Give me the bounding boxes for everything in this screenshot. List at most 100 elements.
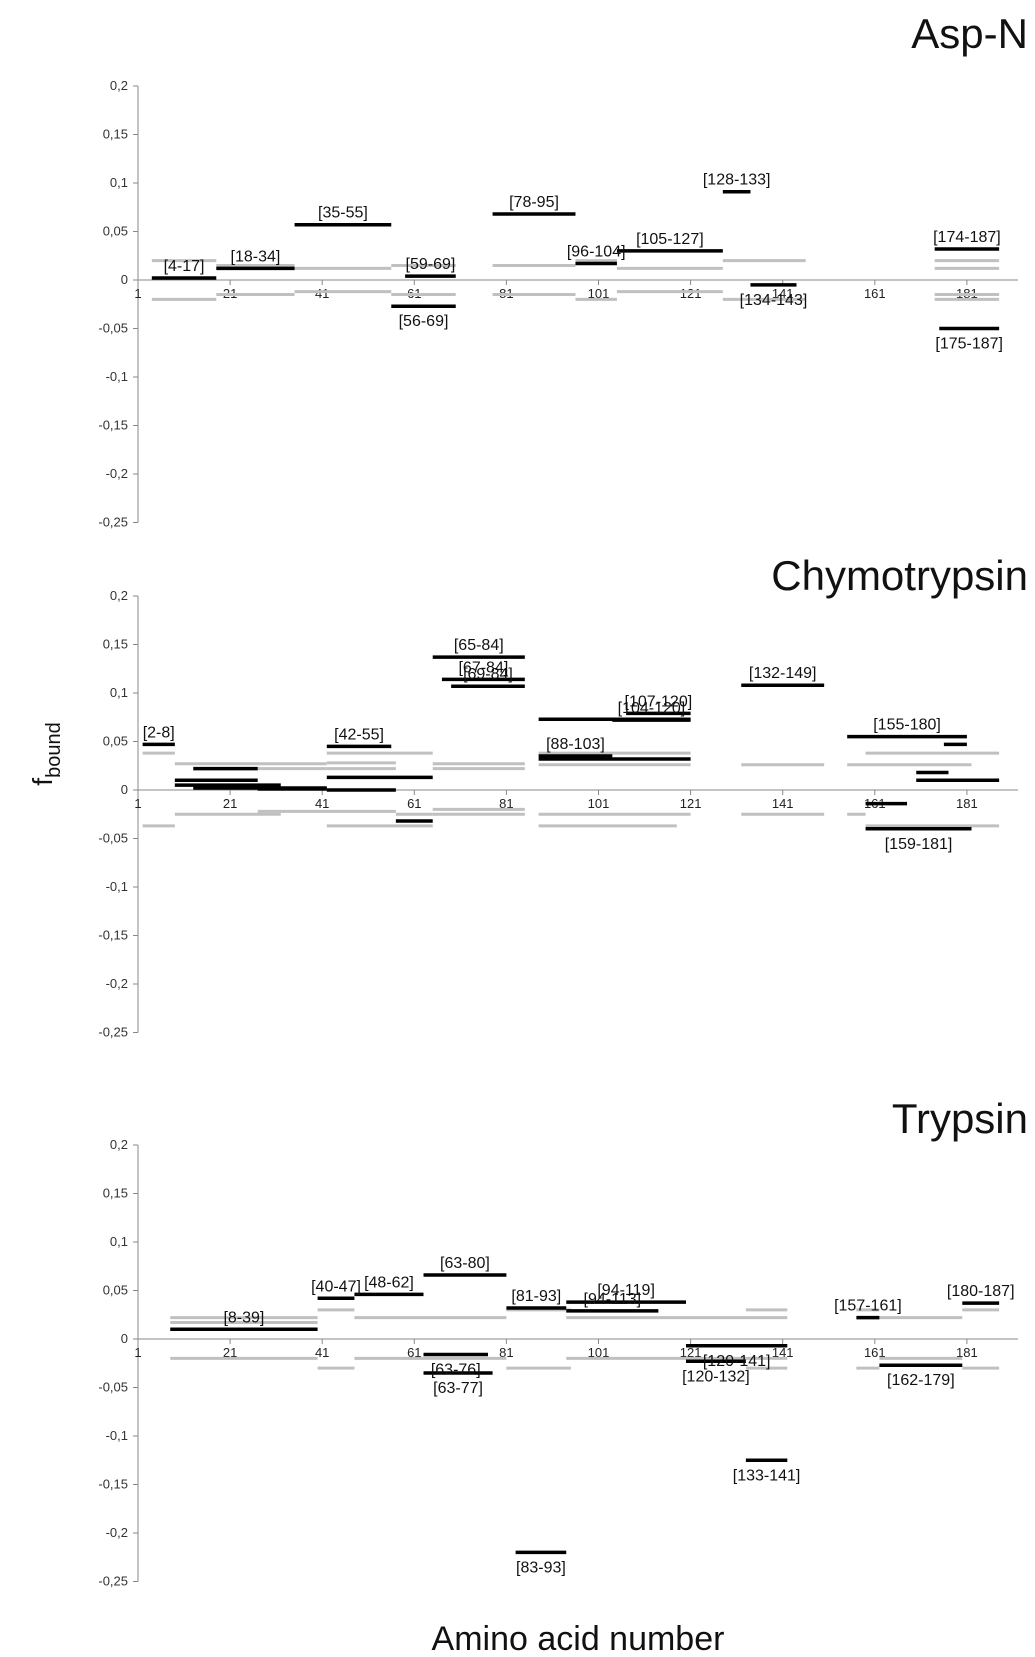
y-tick-label: -0,1 bbox=[106, 369, 128, 384]
y-tick-label: 0,05 bbox=[103, 224, 128, 239]
x-tick-label: 1 bbox=[134, 286, 141, 301]
peptide-label: [120-132] bbox=[682, 1368, 750, 1385]
x-tick-label: 161 bbox=[864, 1345, 886, 1360]
x-tick-label: 141 bbox=[772, 1345, 794, 1360]
x-tick-label: 21 bbox=[223, 1345, 237, 1360]
x-tick-label: 181 bbox=[956, 796, 978, 811]
y-tick-label: 0,05 bbox=[103, 1283, 128, 1298]
x-tick-label: 121 bbox=[680, 286, 702, 301]
panel-title: Chymotrypsin bbox=[771, 552, 1028, 599]
x-tick-label: 141 bbox=[772, 286, 794, 301]
x-tick-label: 41 bbox=[315, 286, 329, 301]
y-axis-label-subscript: bound bbox=[43, 722, 65, 778]
peptide-label: [63-77] bbox=[433, 1380, 483, 1397]
y-tick-label: -0,25 bbox=[98, 1025, 128, 1040]
x-tick-label: 101 bbox=[588, 796, 610, 811]
x-tick-label: 41 bbox=[315, 1345, 329, 1360]
peptide-label: [155-180] bbox=[873, 717, 941, 734]
peptide-label: [105-127] bbox=[636, 231, 704, 248]
y-axis-label: fbound bbox=[27, 722, 65, 785]
y-tick-label: -0,2 bbox=[106, 976, 128, 991]
y-tick-label: 0 bbox=[121, 272, 128, 287]
y-tick-label: 0,05 bbox=[103, 734, 128, 749]
peptide-label: [2-8] bbox=[143, 724, 175, 741]
peptide-label: [157-161] bbox=[834, 1298, 902, 1315]
peptide-label: [63-76] bbox=[431, 1362, 481, 1379]
y-tick-label: 0,1 bbox=[110, 1234, 128, 1249]
panel-trypsin: Trypsin 0,2 0,15 0,1 0,05 0 -0,05 -0,1 -0,15 -0,… bbox=[98, 1095, 1028, 1589]
y-tick-label: -0,25 bbox=[98, 1574, 128, 1589]
peptide-label: [48-62] bbox=[364, 1274, 414, 1291]
x-tick-label: 181 bbox=[956, 1345, 978, 1360]
peptide-label: [69-84] bbox=[463, 666, 513, 683]
peptide-label: [175-187] bbox=[935, 336, 1003, 353]
panel-title: Asp-N bbox=[911, 10, 1028, 57]
peptide-label: [94-113] bbox=[584, 1291, 642, 1308]
x-tick-label: 121 bbox=[680, 796, 702, 811]
y-tick-label: 0,1 bbox=[110, 175, 128, 190]
x-tick-label: 141 bbox=[772, 796, 794, 811]
y-tick-label: 0,15 bbox=[103, 637, 128, 652]
x-tick-label: 61 bbox=[407, 796, 421, 811]
peptide-label: [174-187] bbox=[933, 229, 1001, 246]
peptide-label: [67-84] bbox=[458, 659, 508, 676]
x-tick-label: 101 bbox=[588, 286, 610, 301]
y-tick-label: -0,1 bbox=[106, 879, 128, 894]
y-tick-label: -0,15 bbox=[98, 1477, 128, 1492]
peptide-label: [162-179] bbox=[887, 1372, 955, 1389]
y-tick-label: -0,05 bbox=[98, 831, 128, 846]
peptide-label: [134-143] bbox=[740, 292, 808, 309]
x-tick-label: 41 bbox=[315, 796, 329, 811]
peptide-label: [65-84] bbox=[454, 637, 504, 654]
peptide-label: [180-187] bbox=[947, 1283, 1015, 1300]
peptide-label: [94-119] bbox=[597, 1282, 655, 1299]
y-tick-label: 0,2 bbox=[110, 78, 128, 93]
x-tick-label: 21 bbox=[223, 796, 237, 811]
peptide-label: [42-55] bbox=[334, 726, 384, 743]
peptide-label: [128-133] bbox=[703, 172, 771, 189]
y-axis-label-main: f bbox=[27, 778, 58, 786]
y-tick-label: -0,25 bbox=[98, 515, 128, 530]
y-tick-label: 0,15 bbox=[103, 127, 128, 142]
x-tick-label: 1 bbox=[134, 1345, 141, 1360]
peptide-label: [120-141] bbox=[703, 1353, 771, 1370]
x-tick-label: 121 bbox=[680, 1345, 702, 1360]
peptide-label: [35-55] bbox=[318, 205, 368, 222]
peptide-label: [107-120] bbox=[625, 693, 693, 710]
panel-asp-n: Asp-N 0,2 0,15 0,1 0,05 0 -0,05 -0,1 -0,15 -0,2 -… bbox=[98, 10, 1028, 530]
y-tick-label: 0,15 bbox=[103, 1186, 128, 1201]
peptide-label: [159-181] bbox=[885, 836, 953, 853]
peptide-label: [132-149] bbox=[749, 665, 817, 682]
peptide-label: [104-120] bbox=[618, 700, 686, 717]
y-tick-label: 0 bbox=[121, 1331, 128, 1346]
y-tick-label: -0,15 bbox=[98, 418, 128, 433]
y-tick-label: -0,05 bbox=[98, 321, 128, 336]
x-tick-label: 61 bbox=[407, 1345, 421, 1360]
peptide-label: [63-80] bbox=[440, 1255, 490, 1272]
peptide-label: [8-39] bbox=[223, 1309, 264, 1326]
y-tick-label: 0,2 bbox=[110, 1137, 128, 1152]
y-tick-label: -0,15 bbox=[98, 928, 128, 943]
peptide-label: [133-141] bbox=[733, 1467, 801, 1484]
x-axis-label: Amino acid number bbox=[432, 1620, 725, 1657]
y-tick-label: 0,1 bbox=[110, 685, 128, 700]
x-tick-label: 81 bbox=[499, 1345, 513, 1360]
peptide-label: [56-69] bbox=[399, 313, 449, 330]
peptide-label: [59-69] bbox=[406, 256, 456, 273]
peptide-label: [83-93] bbox=[516, 1559, 566, 1576]
y-tick-label: 0 bbox=[121, 782, 128, 797]
peptide-label: [40-47] bbox=[311, 1278, 361, 1295]
peptide-label: [88-103] bbox=[546, 736, 605, 753]
panel-chymotrypsin: Chymotrypsin 0,2 0,15 0,1 0,05 0 -0,05 -0,1 -0,… bbox=[98, 552, 1028, 1040]
x-tick-label: 101 bbox=[588, 1345, 610, 1360]
x-tick-label: 161 bbox=[864, 286, 886, 301]
panel-title: Trypsin bbox=[892, 1095, 1028, 1142]
y-tick-label: -0,2 bbox=[106, 466, 128, 481]
peptide-label: [78-95] bbox=[509, 194, 559, 211]
peptide-label: [96-104] bbox=[567, 244, 626, 261]
x-tick-label: 1 bbox=[134, 796, 141, 811]
x-tick-label: 81 bbox=[499, 796, 513, 811]
y-tick-label: -0,1 bbox=[106, 1428, 128, 1443]
y-tick-label: -0,05 bbox=[98, 1380, 128, 1395]
